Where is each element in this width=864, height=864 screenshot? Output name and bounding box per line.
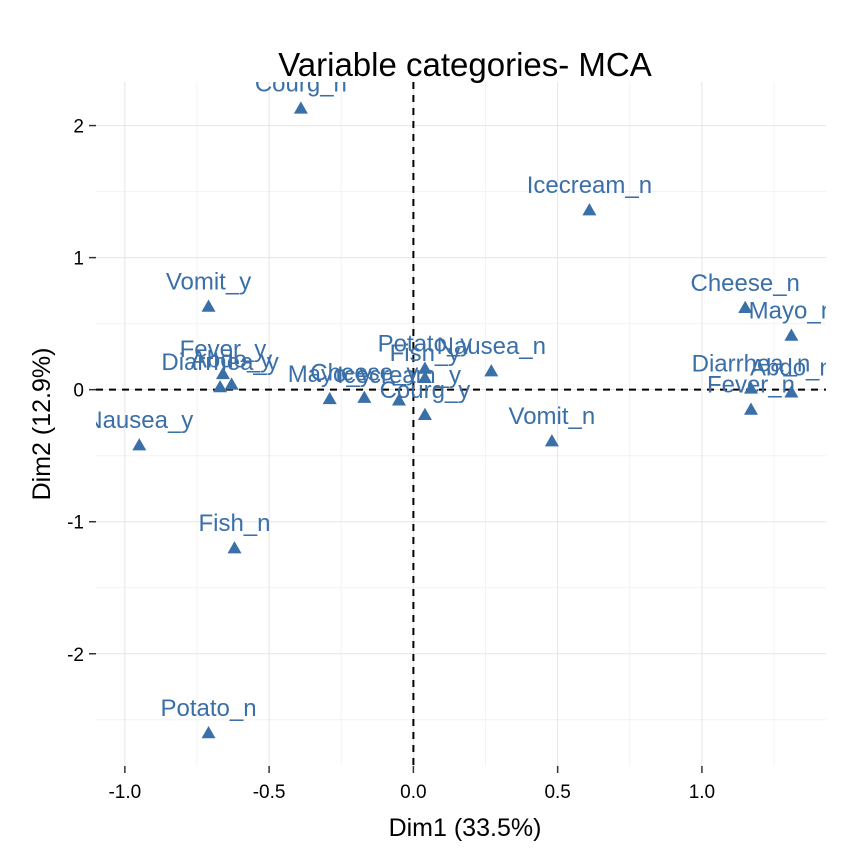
point-label: Cheese_n bbox=[690, 270, 799, 297]
point-marker bbox=[417, 407, 432, 421]
ticks-layer: -1.0 -0.5 0.0 0.5 1.0 -2 -1 0 1 2 bbox=[67, 117, 715, 803]
point-marker bbox=[227, 541, 242, 554]
x-tick-label: 0.5 bbox=[544, 782, 570, 803]
point-marker bbox=[743, 402, 758, 415]
point-label: Fish_n bbox=[198, 510, 270, 537]
grid bbox=[96, 82, 826, 766]
point-marker bbox=[544, 434, 559, 447]
point-label: Nausea_y bbox=[85, 407, 193, 434]
y-tick-label: 1 bbox=[73, 249, 84, 270]
x-tick-label: 1.0 bbox=[689, 782, 715, 803]
point-marker bbox=[417, 370, 432, 384]
point-label: Mayo_y bbox=[288, 361, 372, 388]
point-marker bbox=[784, 385, 799, 398]
point-label: Courg_y bbox=[380, 377, 471, 404]
point-marker bbox=[132, 438, 147, 451]
point-label: Diarrhea_n bbox=[692, 350, 811, 377]
point-label: Mayo_n bbox=[749, 298, 834, 325]
point-marker bbox=[357, 390, 372, 403]
x-tick-label: 0.0 bbox=[400, 782, 426, 803]
point-marker bbox=[582, 203, 597, 216]
point-label: Potato_y bbox=[378, 331, 473, 358]
x-tick-label: -0.5 bbox=[253, 782, 286, 803]
point-marker bbox=[784, 328, 799, 341]
point-marker bbox=[293, 101, 308, 114]
point-label: Potato_n bbox=[160, 695, 256, 722]
point-marker bbox=[201, 725, 216, 739]
x-axis-title: Dim1 (33.5%) bbox=[389, 814, 542, 842]
point-label: Abdo_y bbox=[191, 346, 272, 373]
reference-lines bbox=[96, 82, 826, 766]
point-marker bbox=[201, 299, 216, 312]
point-marker bbox=[743, 381, 758, 394]
y-tick-label: 2 bbox=[73, 117, 84, 138]
point-marker bbox=[484, 364, 499, 377]
points-layer bbox=[132, 101, 799, 739]
point-label: Icecream_n bbox=[527, 172, 652, 199]
point-marker bbox=[738, 300, 753, 314]
point-marker bbox=[417, 361, 432, 374]
point-label: Cheese_y bbox=[310, 360, 418, 387]
chart-title: Variable categories- MCA bbox=[278, 46, 652, 83]
point-marker bbox=[224, 377, 239, 390]
point-marker bbox=[391, 393, 406, 406]
point-label: Abdo_n bbox=[750, 354, 833, 381]
point-marker bbox=[213, 380, 228, 393]
y-tick-label: -1 bbox=[67, 513, 84, 534]
point-label: Fever_n bbox=[707, 371, 795, 398]
x-tick-label: -1.0 bbox=[108, 782, 141, 803]
y-tick-label: 0 bbox=[73, 381, 84, 402]
point-label: Fish_y bbox=[390, 340, 461, 367]
y-axis-title: Dim2 (12.9%) bbox=[28, 348, 56, 501]
point-label: Fever_y bbox=[180, 336, 267, 363]
point-label: Icecream_y bbox=[337, 362, 461, 389]
point-marker bbox=[215, 366, 230, 380]
point-marker bbox=[322, 391, 337, 405]
point-label: Nausea_n bbox=[437, 333, 546, 360]
point-label: Vomit_y bbox=[166, 268, 251, 295]
y-tick-label: -2 bbox=[67, 645, 84, 666]
point-label: Diarrhea_y bbox=[161, 349, 278, 376]
point-label: Vomit_n bbox=[509, 403, 596, 430]
point-label: Courg_n bbox=[255, 70, 347, 97]
